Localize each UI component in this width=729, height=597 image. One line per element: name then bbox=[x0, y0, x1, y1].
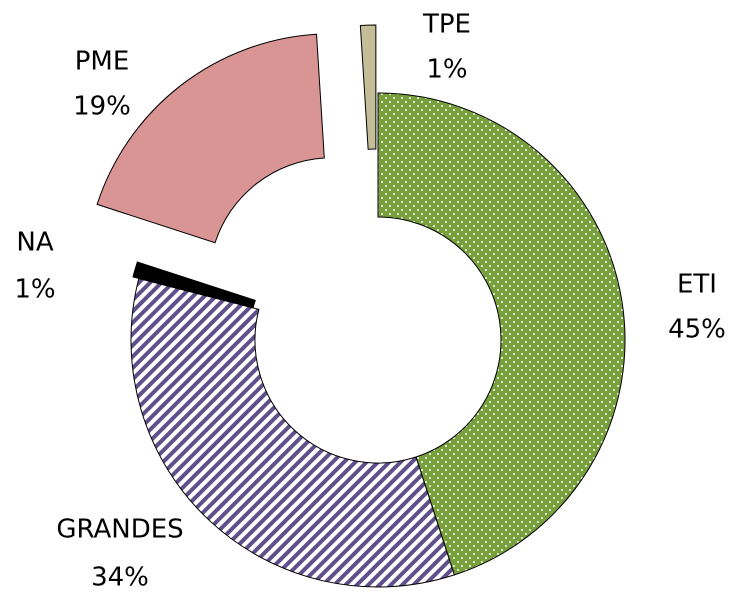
slice-value-label: 1% bbox=[14, 275, 55, 305]
slice-label: PME bbox=[75, 47, 130, 77]
slice-value-label: 1% bbox=[426, 55, 467, 85]
slice-label: ETI bbox=[677, 270, 717, 300]
donut-slice bbox=[130, 277, 455, 588]
slice-value-label: 19% bbox=[73, 92, 131, 122]
donut-slice bbox=[377, 92, 626, 576]
slice-label: NA bbox=[16, 228, 53, 258]
slice-label: TPE bbox=[422, 10, 471, 40]
slice-value-label: 34% bbox=[91, 563, 149, 593]
slice-value-label: 45% bbox=[668, 315, 726, 345]
slice-label: GRANDES bbox=[56, 515, 183, 545]
donut-slice bbox=[96, 33, 325, 244]
donut-slice bbox=[359, 24, 377, 150]
donut-slice bbox=[132, 261, 256, 309]
